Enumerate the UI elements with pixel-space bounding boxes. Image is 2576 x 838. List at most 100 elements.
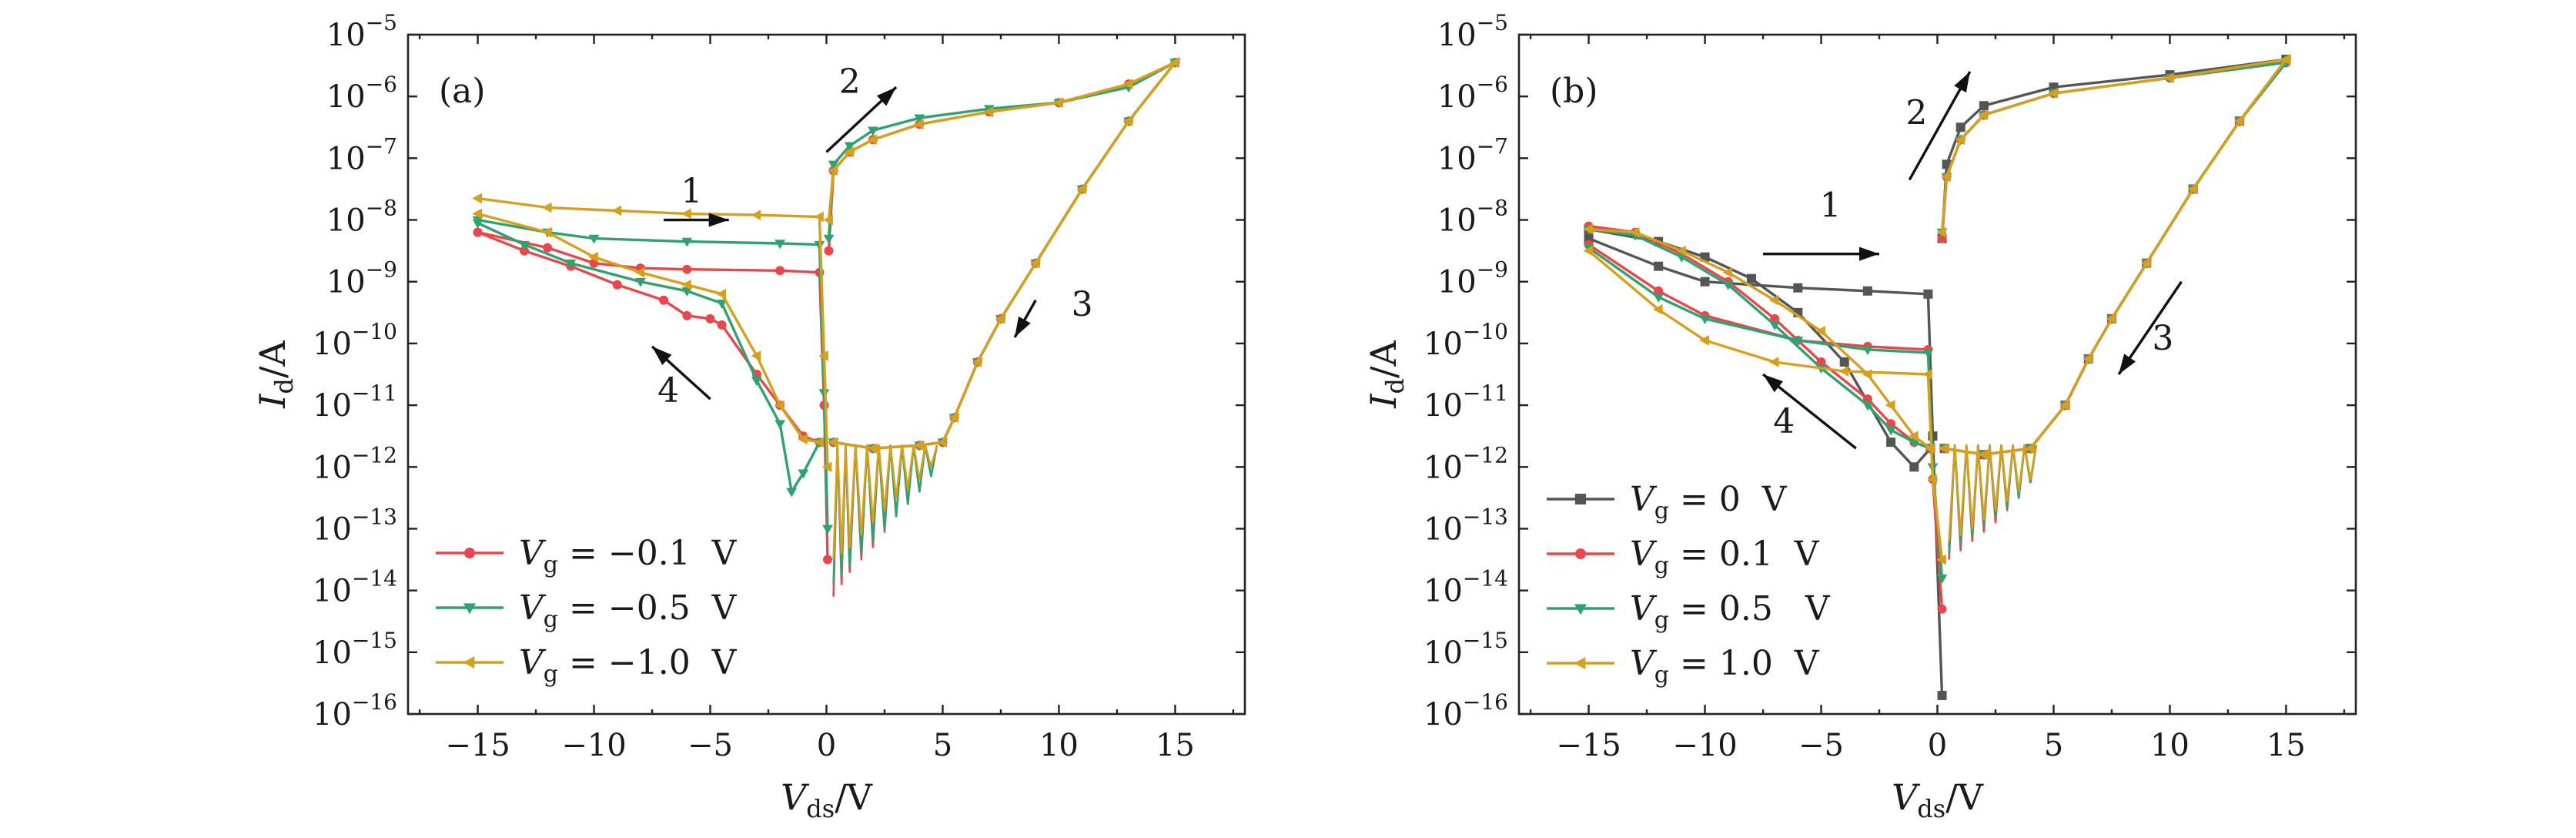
y-tick-exponent: −11 [352, 380, 397, 406]
x-axis-label-sub: ds [806, 794, 835, 823]
y-axis-label-unit: /A [252, 340, 293, 378]
data-point [1654, 261, 1664, 271]
chart-panel-a: −15 −10 −5 0 5 10 1510−1610−1510−1410−1310−121… [252, 10, 1246, 823]
data-point [914, 440, 924, 451]
data-point [1676, 253, 1688, 263]
annotation-label: 2 [1905, 93, 1927, 132]
series-line [1944, 59, 2287, 456]
data-point [716, 299, 728, 309]
x-axis-label-main: V [1892, 776, 1921, 818]
series-line [1587, 250, 1944, 560]
data-point [2280, 54, 2290, 65]
series-line [1587, 237, 1944, 696]
data-point [1030, 257, 1040, 269]
data-point [1978, 109, 1989, 121]
data-point [983, 106, 994, 118]
data-point [717, 320, 727, 330]
x-tick-label: −5 [1798, 728, 1844, 763]
legend-entry: Vg = 0 V [1547, 480, 1788, 525]
y-tick-exponent: −16 [352, 689, 397, 715]
data-point [1770, 313, 1780, 323]
series-line [477, 212, 820, 444]
y-tick-exponent: −13 [1463, 504, 1508, 529]
legend-label-main: V [1630, 480, 1658, 519]
y-tick-base: 10 [326, 141, 366, 176]
data-point [1076, 183, 1087, 195]
data-point [1676, 245, 1686, 256]
data-area [1583, 54, 2292, 700]
y-tick-base: 10 [1437, 203, 1477, 239]
annotation-label: 1 [1820, 186, 1842, 226]
data-point [1936, 574, 1948, 584]
y-tick-exponent: −15 [1463, 628, 1508, 653]
data-point [2048, 88, 2058, 99]
x-axis-label-unit: /V [1945, 776, 1983, 818]
legend-entry: Vg = −0.5 V [436, 588, 738, 633]
legend-label-main: V [519, 643, 547, 682]
y-tick-exponent: −14 [1463, 566, 1508, 592]
data-point [828, 160, 839, 170]
y-tick-base: 10 [1423, 511, 1463, 547]
data-point [798, 434, 808, 445]
plot-frame [406, 33, 1246, 716]
legend-label: Vg = −0.1 V [519, 534, 738, 578]
data-point [681, 208, 691, 220]
series-line [827, 61, 1176, 220]
data-point [774, 400, 785, 411]
y-tick-label: 10−7 [1437, 133, 1508, 176]
data-point [565, 259, 577, 269]
y-tick-base: 10 [313, 697, 352, 732]
y-tick-base: 10 [313, 450, 352, 485]
y-tick-label: 10−13 [1423, 504, 1508, 547]
annotation-label: 3 [2152, 319, 2173, 358]
legend-label-main: V [519, 534, 547, 573]
x-axis-label-sub: ds [1917, 794, 1945, 823]
data-point [844, 146, 855, 158]
data-point [1768, 294, 1779, 306]
data-point [1909, 438, 1920, 448]
legend-label: Vg = 0 V [1630, 480, 1788, 525]
data-point [914, 114, 925, 124]
data-point [1936, 554, 1946, 565]
annotation-arrowhead [1859, 246, 1880, 261]
y-tick-exponent: −8 [1477, 196, 1508, 221]
data-point [1955, 122, 1965, 132]
legend-label-main: V [519, 588, 547, 628]
data-point [1793, 283, 1803, 293]
y-tick-label: 10−11 [313, 380, 397, 424]
data-point [1925, 443, 1935, 454]
annotation-arrowhead [652, 346, 672, 366]
annotation-4: 4 [651, 345, 711, 411]
data-area [472, 57, 1181, 597]
legend-label: Vg = 1.0 V [1630, 644, 1820, 689]
series-line [477, 196, 829, 468]
y-axis-label-unit: /A [1363, 340, 1404, 378]
data-point [1922, 369, 1932, 380]
legend-label-rest: = −0.1 V [558, 534, 738, 573]
data-point [2164, 72, 2174, 84]
legend-marker [1575, 494, 1586, 504]
annotation-label: 1 [681, 172, 702, 211]
data-point [823, 234, 835, 244]
data-point [914, 119, 924, 130]
data-point [1122, 116, 1133, 127]
data-point [867, 134, 878, 146]
data-point [2059, 400, 2069, 411]
data-point [1927, 474, 1937, 485]
y-tick-base: 10 [313, 574, 352, 609]
y-tick-exponent: −6 [1477, 72, 1508, 97]
y-tick-exponent: −14 [352, 566, 397, 592]
data-point [519, 240, 530, 250]
legend-label-sub: g [1654, 607, 1669, 634]
legend: Vg = 0 V Vg = 0.1 V Vg = 0.5 V Vg = 1.0 V [1547, 480, 1831, 689]
legend-entry: Vg = 0.1 V [1547, 535, 1820, 579]
data-point [473, 227, 483, 237]
legend-label-rest: = 0.5 V [1669, 589, 1831, 628]
data-point [543, 243, 553, 253]
y-tick-label: 10−12 [1423, 442, 1508, 485]
legend-label-sub: g [544, 606, 558, 633]
y-tick-exponent: −5 [366, 10, 397, 35]
data-point [798, 469, 809, 479]
legend-entry: Vg = −1.0 V [436, 643, 738, 688]
legend-label-rest: = −1.0 V [558, 643, 738, 682]
